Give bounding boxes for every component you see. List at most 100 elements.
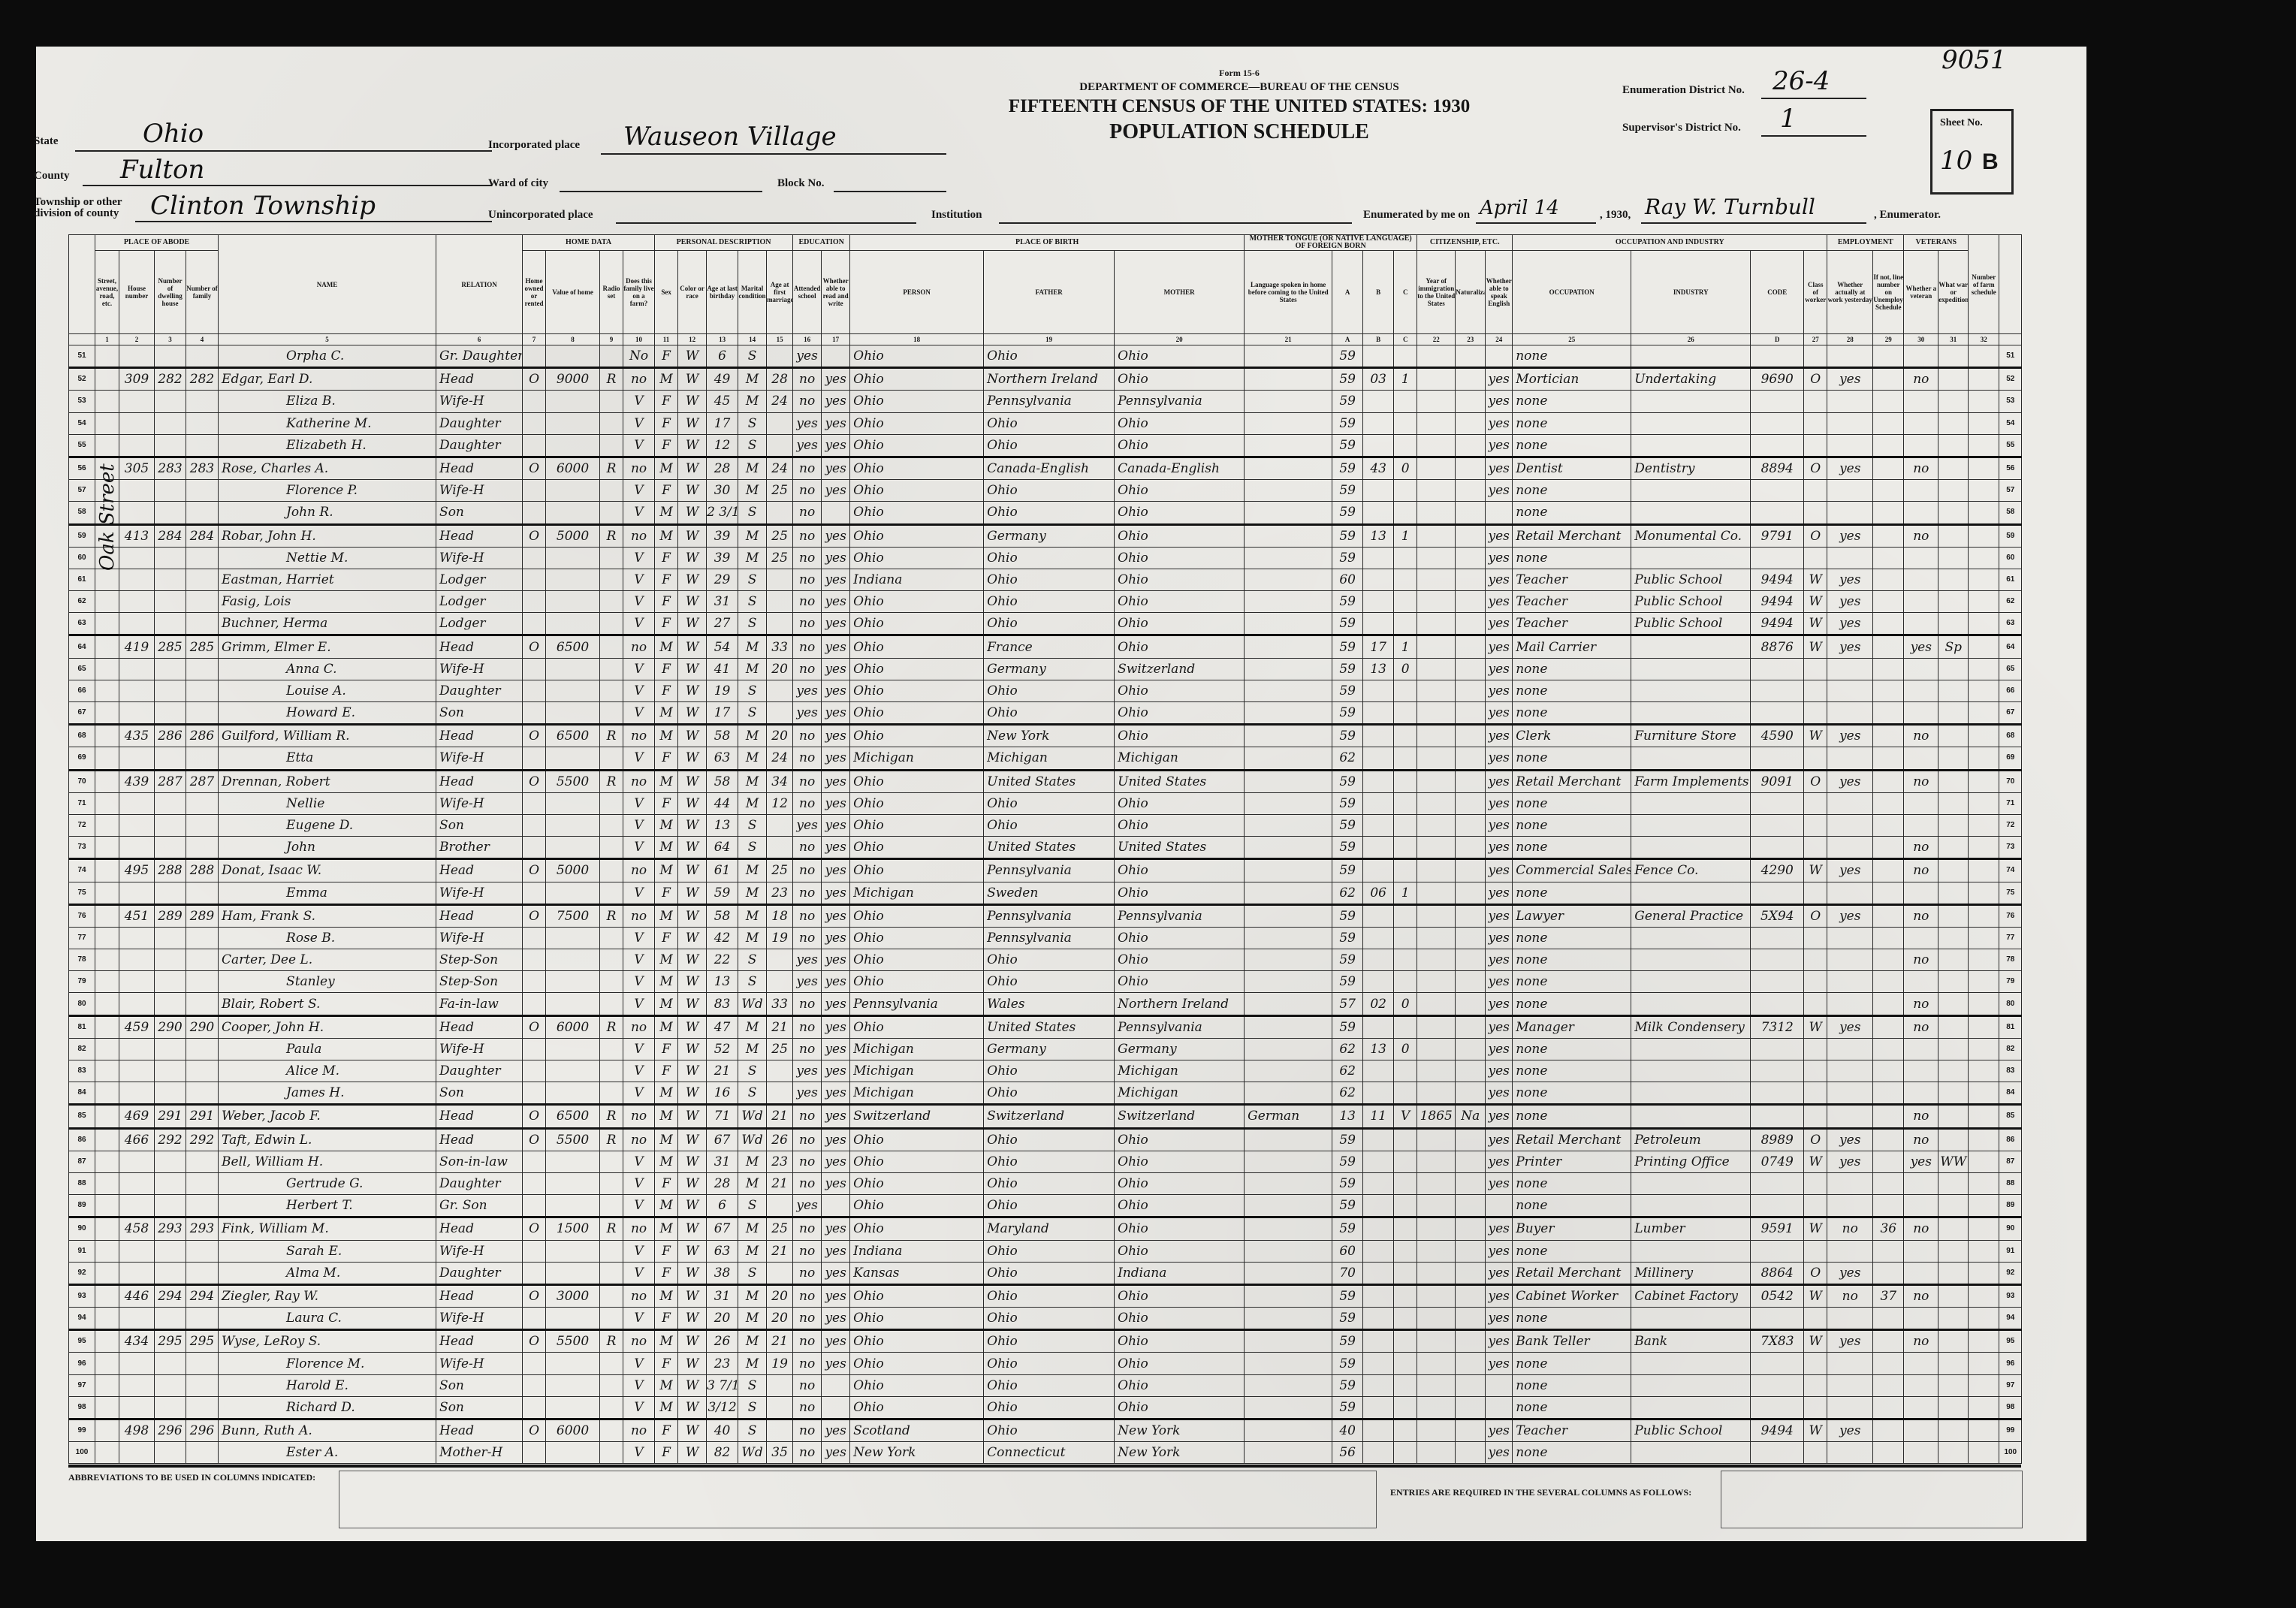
cell-house	[119, 1307, 155, 1331]
cell-age: 28	[706, 455, 739, 481]
cell-dwelling	[154, 568, 186, 592]
cell-code-a: 59	[1332, 836, 1364, 860]
cell-read: yes	[821, 1082, 851, 1106]
cell-race: W	[677, 1374, 708, 1397]
cell-name: Ziegler, Ray W.	[218, 1283, 437, 1308]
cell-code-c	[1393, 679, 1418, 703]
cell-farm: V	[623, 949, 656, 972]
cell-family	[185, 1307, 219, 1331]
cell-school: no	[792, 768, 822, 793]
cell-veteran: no	[1903, 367, 1939, 391]
cell-code-b	[1362, 590, 1395, 614]
cell-relation: Step-Son	[436, 970, 523, 994]
cell-radio: R	[599, 523, 624, 548]
cell-name: Florence P.	[218, 479, 437, 502]
cell-bp-father: Germany	[983, 523, 1115, 548]
cell-line: 74	[68, 858, 95, 882]
cell-race: W	[677, 813, 708, 837]
column-number: 22	[1417, 333, 1456, 345]
cell-industry	[1631, 926, 1751, 950]
cell-family	[185, 992, 219, 1016]
table-row: 74 495 288 288 Donat, Isaac W. Head O 5000 no M W 6…	[68, 858, 2023, 882]
column-number: 20	[1114, 333, 1245, 345]
cell-marital: S	[738, 1082, 768, 1106]
cell-dwelling	[154, 546, 186, 569]
cell-code	[1750, 1037, 1805, 1061]
cell-race: W	[677, 1417, 708, 1443]
cell-tongue	[1244, 523, 1333, 548]
cell-code-a: 59	[1332, 1283, 1364, 1308]
cell-tongue	[1244, 612, 1333, 636]
cell-bp-mother: Ohio	[1114, 590, 1245, 614]
cell-relation: Fa-in-law	[436, 992, 523, 1016]
cell-value	[545, 1395, 601, 1420]
cell-marital: M	[738, 858, 768, 882]
cell-unemployed	[1872, 1127, 1905, 1151]
cell-english: yes	[1485, 926, 1513, 950]
cell-read: yes	[821, 949, 851, 972]
cell-tenure	[522, 412, 547, 435]
cell-bp-person: Michigan	[849, 1059, 985, 1083]
cell-line-r: 70	[1999, 768, 2023, 793]
cell-age-married	[766, 501, 794, 525]
cell-school: no	[792, 590, 822, 614]
cell-bp-person: Ohio	[849, 1395, 985, 1420]
cell-code-c: V	[1393, 1103, 1418, 1129]
cell-family	[185, 1239, 219, 1263]
cell-sex: M	[654, 992, 679, 1016]
cell-line: 78	[68, 949, 95, 972]
cell-unemployed	[1872, 433, 1905, 457]
block-underline	[834, 191, 946, 192]
cell-unemployed	[1872, 1329, 1905, 1353]
cell-marital: S	[738, 1261, 768, 1285]
cell-line-r: 80	[1999, 992, 2023, 1016]
township-value: Clinton Township	[150, 191, 376, 221]
cell-unemployed	[1872, 1014, 1905, 1039]
cell-bp-father: Sweden	[983, 881, 1115, 905]
cell-veteran	[1903, 1172, 1939, 1196]
cell-race: W	[677, 701, 708, 726]
unincorporated-label: Unincorporated place	[488, 209, 593, 221]
cell-school: no	[792, 1103, 822, 1129]
cell-bp-father: Ohio	[983, 590, 1115, 614]
cell-immigration	[1417, 1261, 1456, 1285]
cell-sex: M	[654, 1103, 679, 1129]
cell-family	[185, 881, 219, 905]
cell-age-married	[766, 612, 794, 636]
cell-school: yes	[792, 970, 822, 994]
cell-race: W	[677, 792, 708, 815]
cell-bp-mother: Michigan	[1114, 747, 1245, 771]
cell-read: yes	[821, 1216, 851, 1241]
cell-farm: V	[623, 479, 656, 502]
cell-naturalization	[1455, 1014, 1486, 1039]
cell-radio	[599, 1239, 624, 1263]
cell-unemployed	[1872, 546, 1905, 569]
cell-age: 40	[706, 1417, 739, 1443]
cell-family	[185, 836, 219, 860]
cell-industry: Public School	[1631, 1417, 1751, 1443]
cell-tongue	[1244, 1283, 1333, 1308]
cell-tongue	[1244, 1082, 1333, 1106]
cell-relation: Wife-H	[436, 1239, 523, 1263]
cell-english	[1485, 501, 1513, 525]
cell-dwelling	[154, 1395, 186, 1420]
cell-veteran: yes	[1903, 1150, 1939, 1173]
cell-bp-person: Scotland	[849, 1417, 985, 1443]
column-group-header: MOTHER TONGUE (OR NATIVE LANGUAGE) OF FO…	[1244, 234, 1418, 251]
column-header-race: Color or race	[677, 250, 708, 334]
cell-tongue	[1244, 1441, 1333, 1465]
cell-sex: M	[654, 949, 679, 972]
cell-read: yes	[821, 747, 851, 771]
cell-unemployed	[1872, 970, 1905, 994]
ed-underline	[1761, 98, 1866, 99]
cell-tongue	[1244, 723, 1333, 748]
cell-at-work: yes	[1827, 858, 1874, 882]
cell-english: yes	[1485, 1441, 1513, 1465]
cell-house	[119, 970, 155, 994]
cell-class	[1803, 747, 1828, 771]
cell-farm-schedule	[1968, 1374, 2000, 1397]
cell-code-a: 59	[1332, 344, 1364, 369]
cell-unemployed	[1872, 1037, 1905, 1061]
